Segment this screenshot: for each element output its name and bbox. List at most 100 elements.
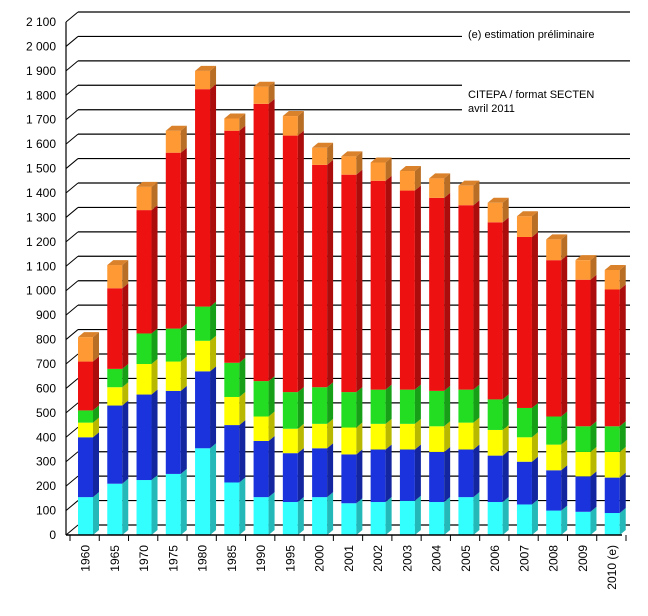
gridline-side	[65, 451, 79, 463]
bar-segment	[370, 502, 386, 535]
bar-segment	[575, 451, 591, 477]
bar-segment	[253, 86, 269, 104]
y-tick-label: 1 000	[26, 284, 56, 298]
y-tick-label: 2 100	[26, 15, 56, 29]
bar-segment-side	[531, 402, 538, 438]
bar-top	[224, 113, 246, 119]
bar-segment-side	[327, 443, 334, 498]
bar-segment-side	[590, 506, 597, 535]
bar-segment-side	[239, 391, 246, 426]
bar-segment-side	[385, 175, 392, 390]
x-tick-label: 2003	[400, 545, 414, 572]
bar-segment	[604, 289, 620, 427]
bar-segment-side	[122, 260, 129, 289]
bar-segment	[546, 260, 562, 417]
bar-segment-side	[414, 495, 421, 535]
gridline-side	[65, 500, 79, 511]
bar-segment	[312, 387, 328, 424]
bar-segment-side	[385, 418, 392, 450]
bar-segment-side	[414, 384, 421, 424]
gridline-side	[65, 158, 79, 169]
bar-segment	[370, 180, 386, 390]
estimate-note-background	[462, 20, 632, 48]
bar-segment	[282, 502, 298, 535]
gridline-side	[65, 475, 79, 487]
bar-top	[165, 125, 187, 131]
bar-segment-side	[210, 84, 217, 307]
x-tick-label: 1970	[137, 545, 151, 572]
bar-segment	[341, 454, 357, 504]
bar-segment	[282, 116, 298, 136]
bar-segment	[78, 497, 93, 535]
bar-segment-side	[502, 450, 509, 503]
bar-segment-side	[239, 113, 246, 131]
bar-segment	[399, 171, 415, 191]
bar-segment-side	[385, 384, 392, 424]
x-tick-label: 2000	[313, 545, 327, 572]
bar-segment-side	[93, 356, 99, 411]
x-tick-label: 1990	[254, 545, 268, 572]
y-tick-label: 1 600	[26, 137, 56, 151]
bar-segment	[487, 502, 503, 535]
bar-segment-side	[531, 432, 538, 462]
gridline-side	[65, 133, 79, 145]
bar-segment	[546, 510, 562, 535]
y-tick-label: 1 100	[26, 259, 56, 273]
bar-segment-side	[619, 284, 626, 427]
bar-segment-side	[151, 475, 158, 535]
bar-segment-side	[590, 421, 597, 452]
bar-segment-side	[590, 446, 597, 477]
bar-segment	[253, 497, 269, 535]
bar-segment	[312, 147, 328, 165]
bar-top	[370, 157, 392, 163]
bar-segment	[78, 361, 93, 411]
bar-segment-side	[502, 497, 509, 535]
bar-segment-side	[590, 471, 597, 512]
bar-segment	[224, 396, 240, 426]
bar-segment-side	[619, 264, 626, 290]
y-tick-label: 900	[36, 308, 56, 322]
bar-segment	[399, 449, 415, 501]
gridline-side	[65, 11, 79, 23]
axes	[65, 22, 627, 541]
bar-segment-side	[356, 449, 363, 504]
bar-segment	[341, 503, 357, 535]
gridline-side	[65, 36, 79, 47]
bar-segment-side	[93, 417, 99, 438]
bar-segment	[575, 476, 591, 512]
source-note-line2: avril 2011	[468, 103, 515, 115]
bar-segment-side	[151, 359, 158, 395]
x-tick-label: 2005	[459, 545, 473, 572]
bar-segment-side	[356, 169, 363, 393]
bar-segment	[195, 89, 211, 307]
bar-top	[516, 211, 538, 217]
bar-segment-side	[590, 255, 597, 280]
bar-segment-side	[327, 382, 334, 424]
bar-segment	[604, 513, 620, 535]
bar-segment	[399, 500, 415, 535]
bar-segment-side	[151, 181, 158, 211]
bar-segment	[604, 269, 620, 290]
bar-segment	[487, 429, 503, 456]
bar-segment-side	[93, 332, 99, 362]
bar-segment	[312, 497, 328, 535]
bar-segment-side	[531, 456, 538, 505]
gridline-side	[65, 231, 79, 243]
bar-segment-side	[210, 65, 217, 90]
bar-segment	[516, 216, 532, 237]
bar-segment-side	[268, 492, 275, 535]
bar-segment-side	[561, 234, 568, 261]
y-tick-label: 400	[36, 430, 56, 444]
bar-segment-side	[473, 200, 480, 390]
x-tick-label: 2006	[488, 545, 502, 572]
bar-segment	[429, 426, 445, 452]
bar-segment-side	[268, 81, 275, 104]
bar-segment-side	[473, 444, 480, 498]
bar-segment	[224, 130, 240, 363]
bar-segment	[195, 448, 211, 535]
bar-segment	[487, 455, 503, 503]
bar-segment-side	[619, 446, 626, 478]
bar-segment	[224, 362, 240, 397]
bar-segment-side	[93, 492, 99, 535]
